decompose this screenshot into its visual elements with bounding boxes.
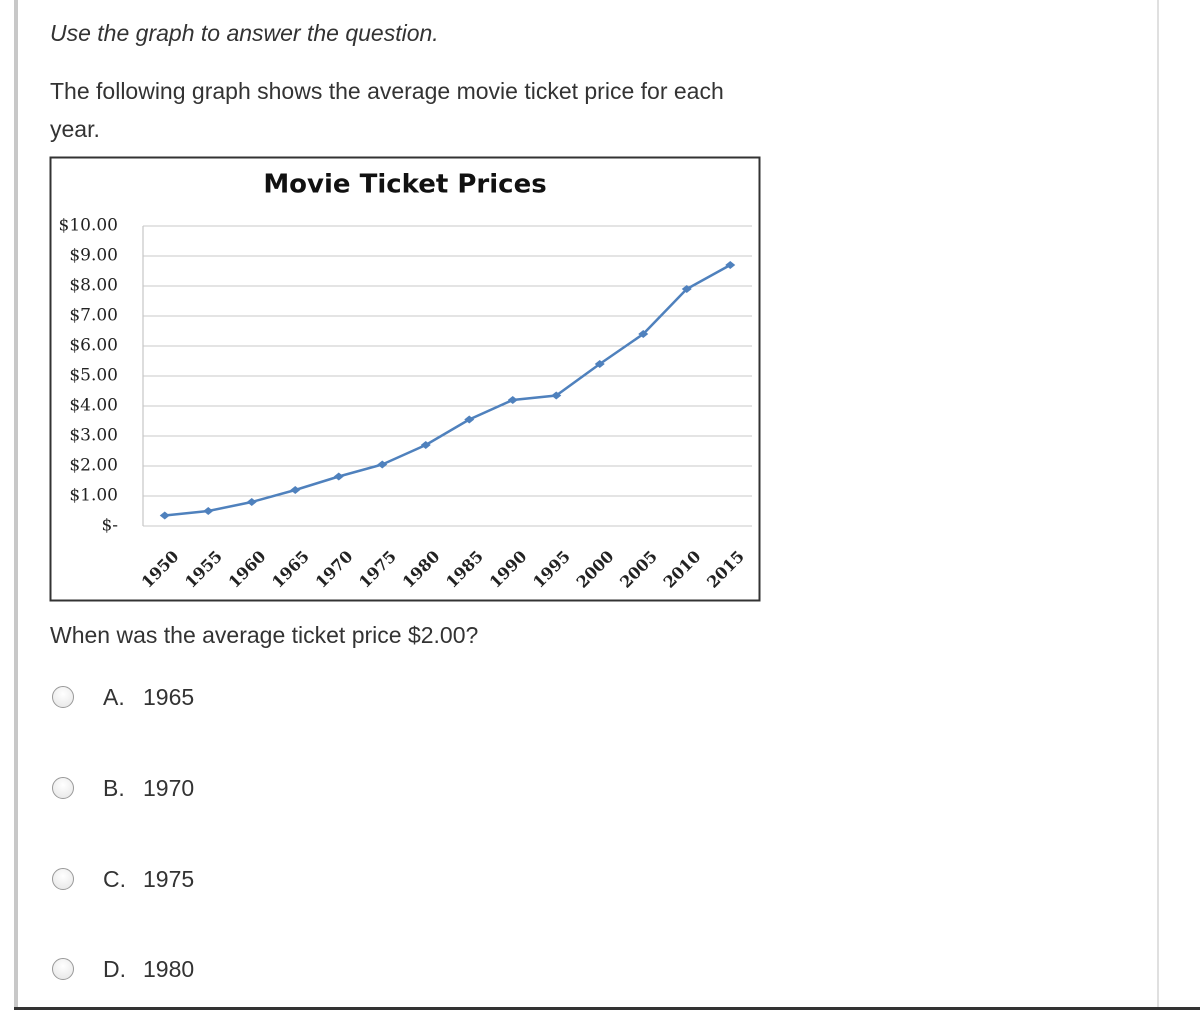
y-tick-label: $- <box>101 516 118 536</box>
option-text: 1970 <box>143 775 195 801</box>
y-tick-label: $9.00 <box>69 246 118 266</box>
option-letter: A. <box>103 684 125 710</box>
option-text: 1980 <box>143 956 195 982</box>
marker <box>159 511 170 520</box>
radio-button[interactable] <box>52 777 74 799</box>
y-tick-label: $7.00 <box>69 306 118 326</box>
marker <box>333 472 344 481</box>
radio-button[interactable] <box>52 958 74 980</box>
radio-button[interactable] <box>52 868 74 890</box>
marker <box>551 391 562 400</box>
instructions: Use the graph to answer the question. <box>50 20 439 46</box>
option-text: 1975 <box>143 866 195 892</box>
marker <box>507 396 518 404</box>
marker <box>377 460 388 469</box>
option-letter: B. <box>103 775 125 801</box>
frame-border <box>14 1007 1200 1010</box>
prompt: The following graph shows the average mo… <box>50 78 724 142</box>
y-tick-label: $6.00 <box>69 336 118 356</box>
y-tick-label: $10.00 <box>59 216 118 236</box>
option-letter: D. <box>103 956 126 982</box>
marker <box>290 486 301 494</box>
marker <box>246 498 257 506</box>
radio-button[interactable] <box>52 686 74 708</box>
marker <box>638 330 649 338</box>
marker <box>594 360 605 368</box>
marker <box>725 261 736 269</box>
y-tick-label: $2.00 <box>69 456 118 476</box>
y-tick-label: $1.00 <box>69 486 118 506</box>
chart-title: Movie Ticket Prices <box>263 170 546 200</box>
chart-frame <box>49 156 761 602</box>
y-tick-label: $4.00 <box>69 396 118 416</box>
question: When was the average ticket price $2.00? <box>50 622 479 648</box>
frame-border <box>14 0 18 1010</box>
y-tick-label: $5.00 <box>69 366 118 386</box>
y-tick-label: $3.00 <box>69 426 118 446</box>
marker <box>681 285 692 293</box>
marker <box>464 415 475 424</box>
marker <box>420 441 431 449</box>
option-text: 1965 <box>143 684 195 710</box>
marker <box>203 507 214 515</box>
option-letter: C. <box>103 866 126 892</box>
frame-border <box>1157 0 1159 1010</box>
line <box>164 263 731 517</box>
y-tick-label: $8.00 <box>69 276 118 296</box>
